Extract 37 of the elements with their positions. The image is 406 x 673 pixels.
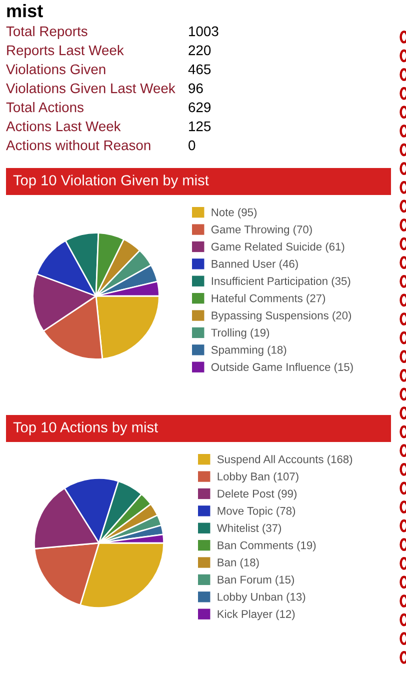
text: 125: [189, 121, 211, 132]
text: 465: [188, 64, 211, 74]
text: 220: [188, 45, 211, 56]
legend-label: Trolling (19): [211, 328, 270, 339]
text: Total Reports: [6, 26, 88, 39]
legend-label: Whitelist (37): [216, 524, 282, 534]
legend-label: Delete Post (99): [218, 489, 296, 500]
legend-label: Game Related Suicide (61): [211, 242, 344, 253]
legend-label: Suspend All Accounts (168): [217, 455, 352, 466]
legend-label: Banned User (46): [212, 260, 298, 270]
text: Total Actions: [6, 102, 84, 112]
text: Actions without Reason: [6, 140, 150, 150]
text: Violations Given: [6, 64, 106, 74]
legend-label: Note (95): [212, 208, 257, 218]
legend-label: Lobby Unban (13): [218, 592, 306, 603]
chart-title: Top 10 Actions by mist: [13, 422, 158, 436]
legend-label: Move Topic (78): [218, 506, 296, 517]
text: 0: [188, 140, 196, 150]
text: mist: [7, 4, 43, 18]
text: Actions Last Week: [6, 121, 121, 132]
legend-label: Ban Forum (15): [218, 575, 294, 586]
text: 629: [188, 102, 211, 112]
legend-label: Lobby Ban (107): [218, 472, 298, 483]
legend-label: Spamming (18): [211, 346, 286, 356]
legend-label: Hateful Comments (27): [212, 294, 326, 304]
legend-label: Insufficient Participation (35): [212, 276, 350, 288]
legend-label: Game Throwing (70): [211, 225, 312, 236]
legend-label: Ban (18): [218, 558, 259, 569]
text: Reports Last Week: [7, 45, 124, 58]
chart-title: Top 10 Violation Given by mist: [13, 174, 209, 188]
legend-label: Ban Comments (19): [218, 541, 316, 552]
text: 1003: [189, 26, 218, 36]
legend-label: Outside Game Influence (15): [211, 362, 353, 374]
legend-label: Bypassing Suspensions (20): [212, 311, 352, 322]
text: 96: [188, 83, 203, 94]
text: Violations Given Last Week: [6, 83, 176, 94]
legend-label: Kick Player (12): [218, 610, 295, 620]
